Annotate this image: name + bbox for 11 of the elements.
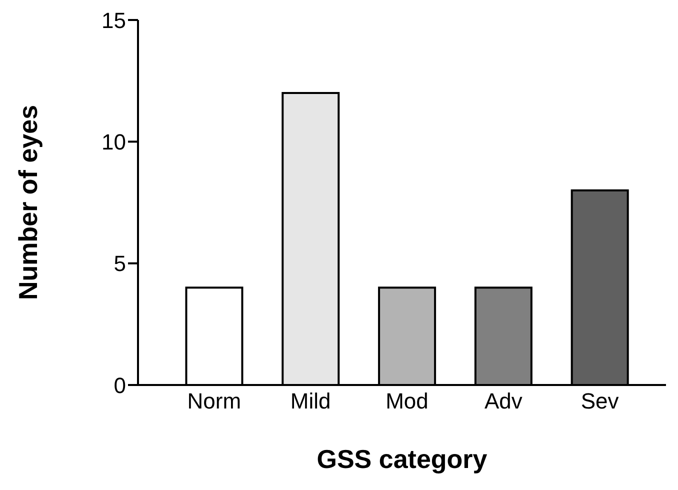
y-tick-label: 0 <box>114 372 126 398</box>
y-axis-title: Number of eyes <box>13 104 44 300</box>
x-tick-label: Norm <box>187 388 242 414</box>
x-tick-label: Sev <box>580 388 619 414</box>
x-tick-label: Mild <box>290 388 331 414</box>
x-axis-title: GSS category <box>316 444 488 474</box>
y-tick-label: 10 <box>102 129 126 154</box>
y-tick-label: 15 <box>102 8 126 33</box>
x-tick-label: Mod <box>386 388 428 414</box>
x-tick-label: Adv <box>484 388 522 414</box>
y-tick-label: 5 <box>114 251 126 276</box>
